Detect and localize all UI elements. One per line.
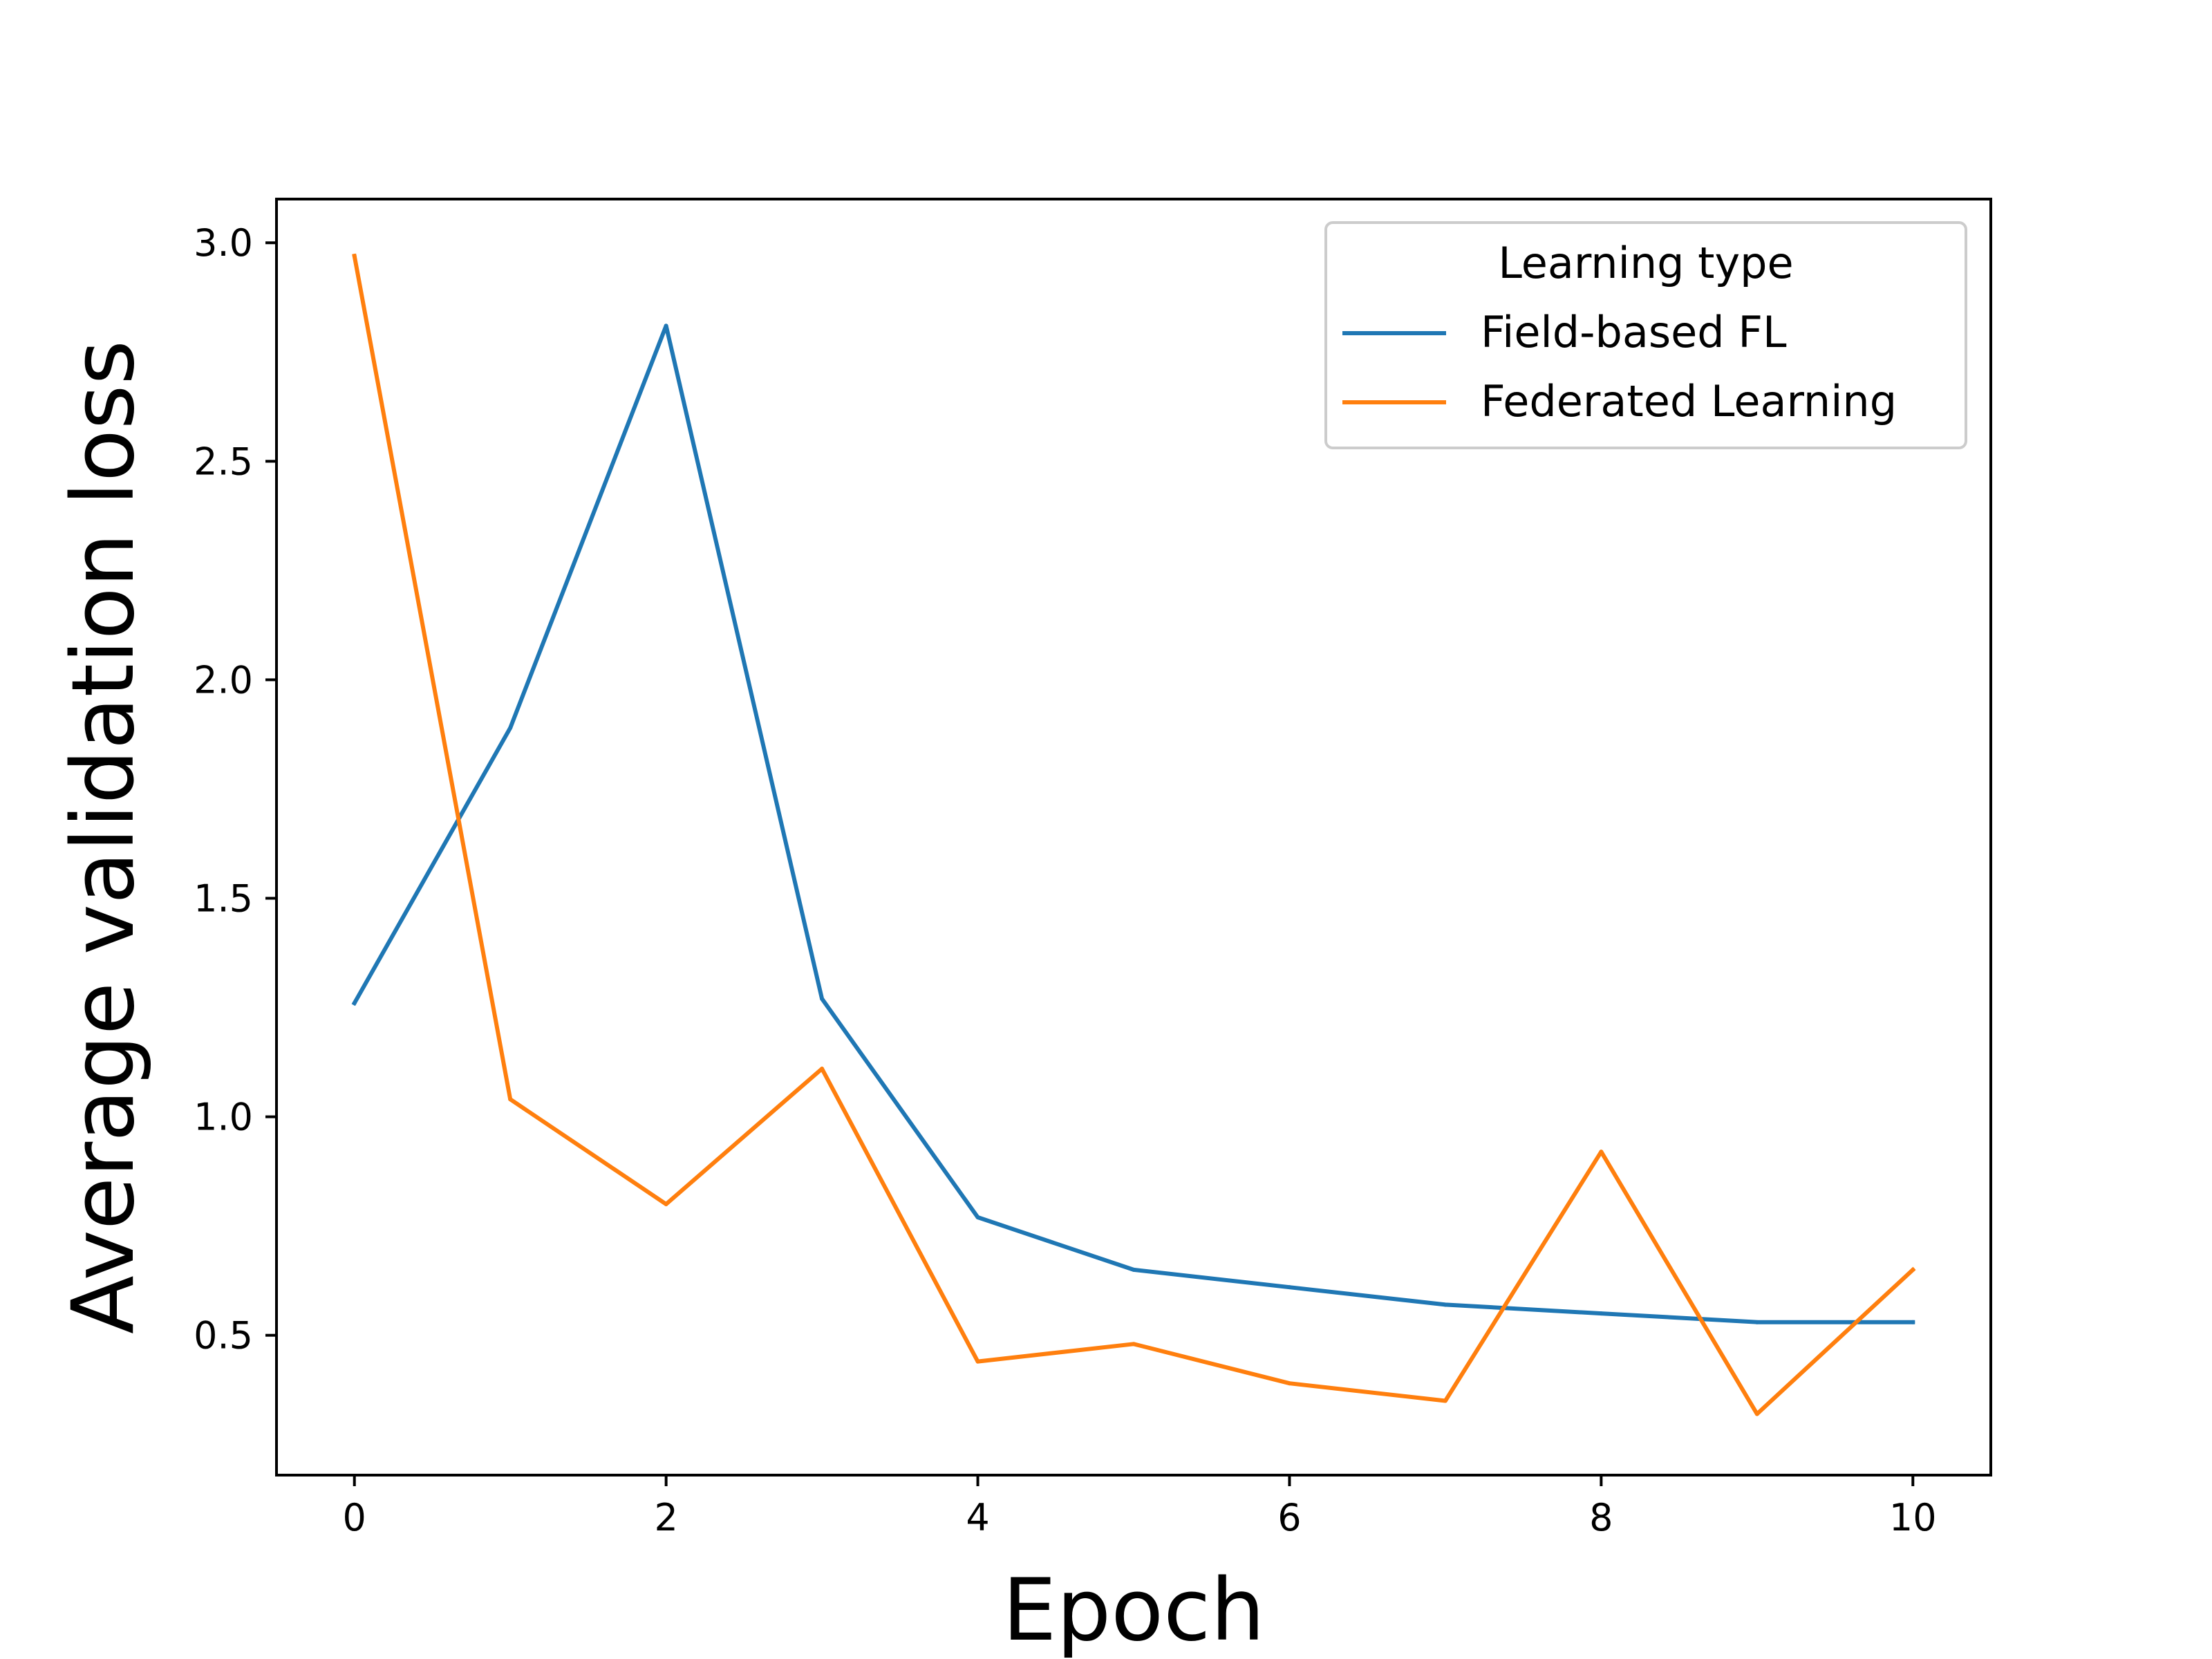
y-axis: 0.5 1.0 1.5 2.0 2.5 3.0 (194, 221, 276, 1358)
data-point-federated-learning-8 (1599, 1150, 1604, 1154)
x-tick-label-4: 4 (966, 1496, 989, 1539)
data-point-federated-learning-5 (1132, 1342, 1136, 1347)
data-point-federated-learning-9 (1754, 1412, 1759, 1416)
data-point-field-based-fl-0 (352, 1001, 357, 1006)
x-tick-label-2: 2 (654, 1496, 677, 1539)
data-point-federated-learning-3 (820, 1067, 825, 1071)
legend-label-field-based-fl: Field-based FL (1481, 307, 1787, 357)
legend-box (1324, 221, 1967, 449)
y-tick-label-3-0: 3.0 (194, 221, 253, 265)
x-axis: 0 2 4 6 8 10 (343, 1475, 1937, 1539)
y-tick-label-1-0: 1.0 (194, 1096, 253, 1139)
y-tick-label-0-5: 0.5 (194, 1314, 253, 1358)
x-tick-label-10: 10 (1889, 1496, 1937, 1539)
legend-title: Learning type (1498, 238, 1793, 288)
x-tick-label-6: 6 (1277, 1496, 1301, 1539)
data-point-field-based-fl-4 (975, 1215, 980, 1220)
data-point-field-based-fl-9 (1754, 1320, 1759, 1324)
data-point-field-based-fl-7 (1443, 1302, 1447, 1307)
y-tick-label-2-0: 2.0 (194, 658, 253, 702)
data-point-field-based-fl-1 (508, 725, 513, 730)
data-point-federated-learning-0 (352, 254, 357, 259)
data-point-federated-learning-2 (664, 1202, 668, 1207)
data-point-field-based-fl-10 (1911, 1320, 1915, 1324)
y-tick-label-1-5: 1.5 (194, 877, 253, 921)
x-tick-label-0: 0 (343, 1496, 366, 1539)
data-point-field-based-fl-6 (1287, 1285, 1292, 1290)
data-point-field-based-fl-2 (664, 324, 668, 328)
y-tick-label-2-5: 2.5 (194, 440, 253, 483)
data-point-federated-learning-10 (1911, 1267, 1915, 1272)
series-layer (351, 253, 1916, 1416)
data-point-federated-learning-6 (1287, 1381, 1292, 1386)
legend-label-federated-learning: Federated Learning (1481, 376, 1897, 427)
data-point-federated-learning-4 (975, 1359, 980, 1364)
plot-frame (275, 198, 1992, 1477)
x-axis-label: Epoch (1002, 1561, 1265, 1659)
data-point-federated-learning-1 (508, 1097, 513, 1102)
data-point-federated-learning-7 (1443, 1398, 1447, 1403)
data-point-field-based-fl-8 (1599, 1311, 1604, 1316)
x-tick-label-8: 8 (1589, 1496, 1613, 1539)
data-point-field-based-fl-3 (820, 996, 825, 1001)
data-point-field-based-fl-5 (1132, 1267, 1136, 1272)
y-axis-label: Average validation loss (54, 340, 153, 1334)
legend: Learning type Field-based FL Federated L… (1324, 221, 1967, 449)
